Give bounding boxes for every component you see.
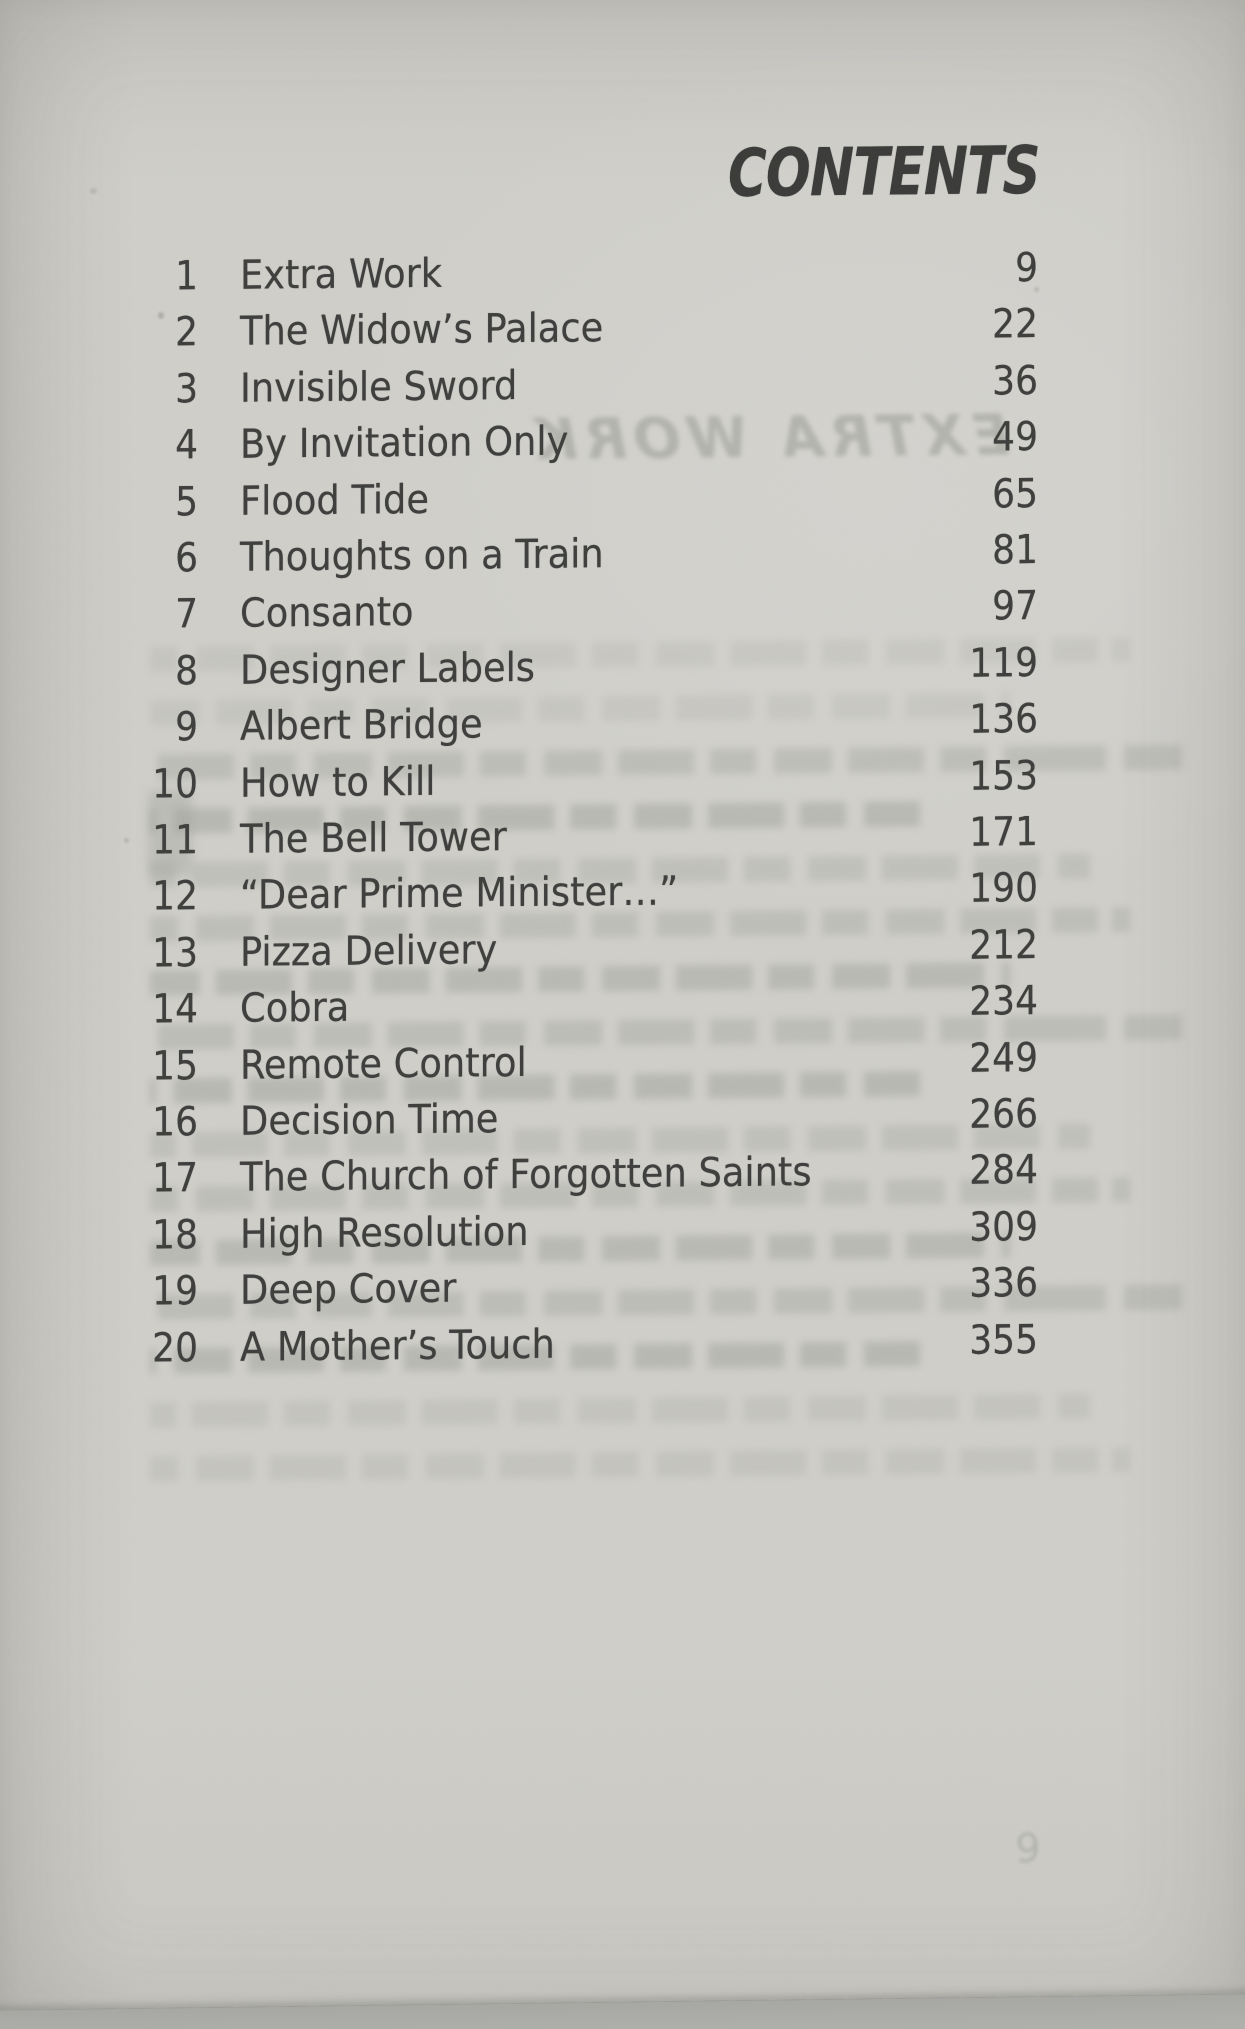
chapter-page: 249	[969, 1034, 1038, 1082]
chapter-number: 7	[175, 591, 198, 638]
ghost-text-line	[150, 1447, 1130, 1482]
chapter-number: 20	[152, 1324, 198, 1372]
chapter-title: Thoughts on a Train	[240, 531, 604, 581]
chapter-page: 153	[969, 752, 1038, 800]
toc-entry: 2 The Widow’s Palace 22	[0, 299, 1245, 357]
chapter-number: 19	[152, 1268, 198, 1315]
chapter-number: 18	[152, 1211, 198, 1259]
chapter-number: 1	[175, 253, 198, 300]
toc-entry: 15 Remote Control 249	[0, 1033, 1245, 1091]
ghost-text-line	[150, 1393, 1090, 1428]
chapter-page: 136	[969, 696, 1038, 743]
chapter-number: 9	[175, 704, 198, 751]
chapter-title: Extra Work	[240, 250, 443, 299]
toc-entry: 20 A Mother’s Touch 355	[0, 1315, 1245, 1373]
chapter-number: 12	[152, 873, 198, 920]
toc-entry: 12 “Dear Prime Minister…” 190	[0, 863, 1245, 921]
chapter-title: The Widow’s Palace	[240, 305, 604, 356]
chapter-title: Albert Bridge	[240, 701, 483, 750]
chapter-page: 119	[969, 639, 1038, 687]
toc-entry: 8 Designer Labels 119	[0, 638, 1245, 696]
toc-entry: 9 Albert Bridge 136	[0, 694, 1245, 752]
chapter-page: 190	[969, 865, 1038, 913]
chapter-page: 171	[969, 809, 1038, 856]
chapter-number: 10	[152, 760, 198, 808]
chapter-title: Flood Tide	[240, 476, 430, 525]
chapter-number: 13	[152, 929, 198, 977]
toc-entry: 7 Consanto 97	[0, 581, 1245, 639]
chapter-title: High Resolution	[240, 1208, 529, 1258]
chapter-number: 6	[175, 535, 198, 582]
chapter-page: 355	[969, 1316, 1038, 1364]
chapter-title: “Dear Prime Minister…”	[240, 868, 679, 920]
chapter-page: 65	[992, 470, 1038, 518]
toc-entry: 4 By Invitation Only 49	[0, 412, 1245, 470]
chapter-page: 309	[969, 1203, 1038, 1251]
chapter-page: 336	[969, 1260, 1038, 1307]
paper-speck	[1034, 287, 1039, 292]
chapter-number: 15	[152, 1042, 198, 1090]
chapter-title: Pizza Delivery	[240, 927, 498, 976]
toc-entry: 16 Decision Time 266	[0, 1089, 1245, 1147]
chapter-page: 22	[992, 301, 1038, 348]
paper-speck	[158, 312, 164, 319]
paper-speck	[124, 838, 129, 843]
toc-entry: 10 How to Kill 153	[0, 751, 1245, 809]
chapter-title: Consanto	[240, 589, 414, 638]
chapter-number: 8	[175, 647, 198, 695]
toc-entry: 6 Thoughts on a Train 81	[0, 525, 1245, 583]
paper-speck	[90, 188, 97, 194]
chapter-title: Invisible Sword	[240, 362, 518, 412]
chapter-number: 3	[175, 365, 198, 413]
chapter-number: 14	[152, 986, 198, 1033]
chapter-page: 97	[992, 583, 1038, 630]
chapter-page: 36	[992, 357, 1038, 405]
chapter-title: How to Kill	[240, 758, 436, 807]
chapter-number: 17	[152, 1155, 198, 1202]
chapter-page: 266	[969, 1091, 1038, 1138]
chapter-title: By Invitation Only	[240, 418, 569, 468]
chapter-number: 5	[175, 478, 198, 525]
chapter-page: 9	[1015, 245, 1038, 292]
chapter-title: A Mother’s Touch	[240, 1321, 555, 1371]
chapter-number: 16	[152, 1099, 198, 1146]
toc-entry: 11 The Bell Tower 171	[0, 807, 1245, 865]
contents-title: CONTENTS	[728, 132, 1040, 213]
chapter-page: 234	[969, 978, 1038, 1025]
toc-entry: 18 High Resolution 309	[0, 1202, 1245, 1260]
toc-entry: 5 Flood Tide 65	[0, 469, 1245, 527]
toc-entry: 19 Deep Cover 336	[0, 1258, 1245, 1316]
chapter-page: 81	[992, 527, 1038, 574]
chapter-title: Remote Control	[240, 1039, 527, 1089]
toc-entry: 1 Extra Work 9	[0, 243, 1245, 301]
chapter-page: 49	[992, 414, 1038, 461]
chapter-title: Decision Time	[240, 1096, 499, 1145]
chapter-page: 212	[969, 921, 1038, 969]
toc-entry: 13 Pizza Delivery 212	[0, 920, 1245, 978]
chapter-number: 4	[175, 422, 198, 469]
chapter-title: Designer Labels	[240, 644, 535, 694]
ghost-page-number: 9	[1015, 1826, 1041, 1873]
chapter-title: The Church of Forgotten Saints	[240, 1149, 812, 1202]
chapter-title: The Bell Tower	[240, 814, 507, 863]
toc-entry: 17 The Church of Forgotten Saints 284	[0, 1145, 1245, 1203]
chapter-title: Cobra	[240, 984, 350, 1032]
chapter-number: 11	[152, 817, 198, 864]
chapter-page: 284	[969, 1147, 1038, 1195]
chapter-title: Deep Cover	[240, 1265, 457, 1314]
toc-entry: 3 Invisible Sword 36	[0, 356, 1245, 414]
toc-entry: 14 Cobra 234	[0, 976, 1245, 1034]
